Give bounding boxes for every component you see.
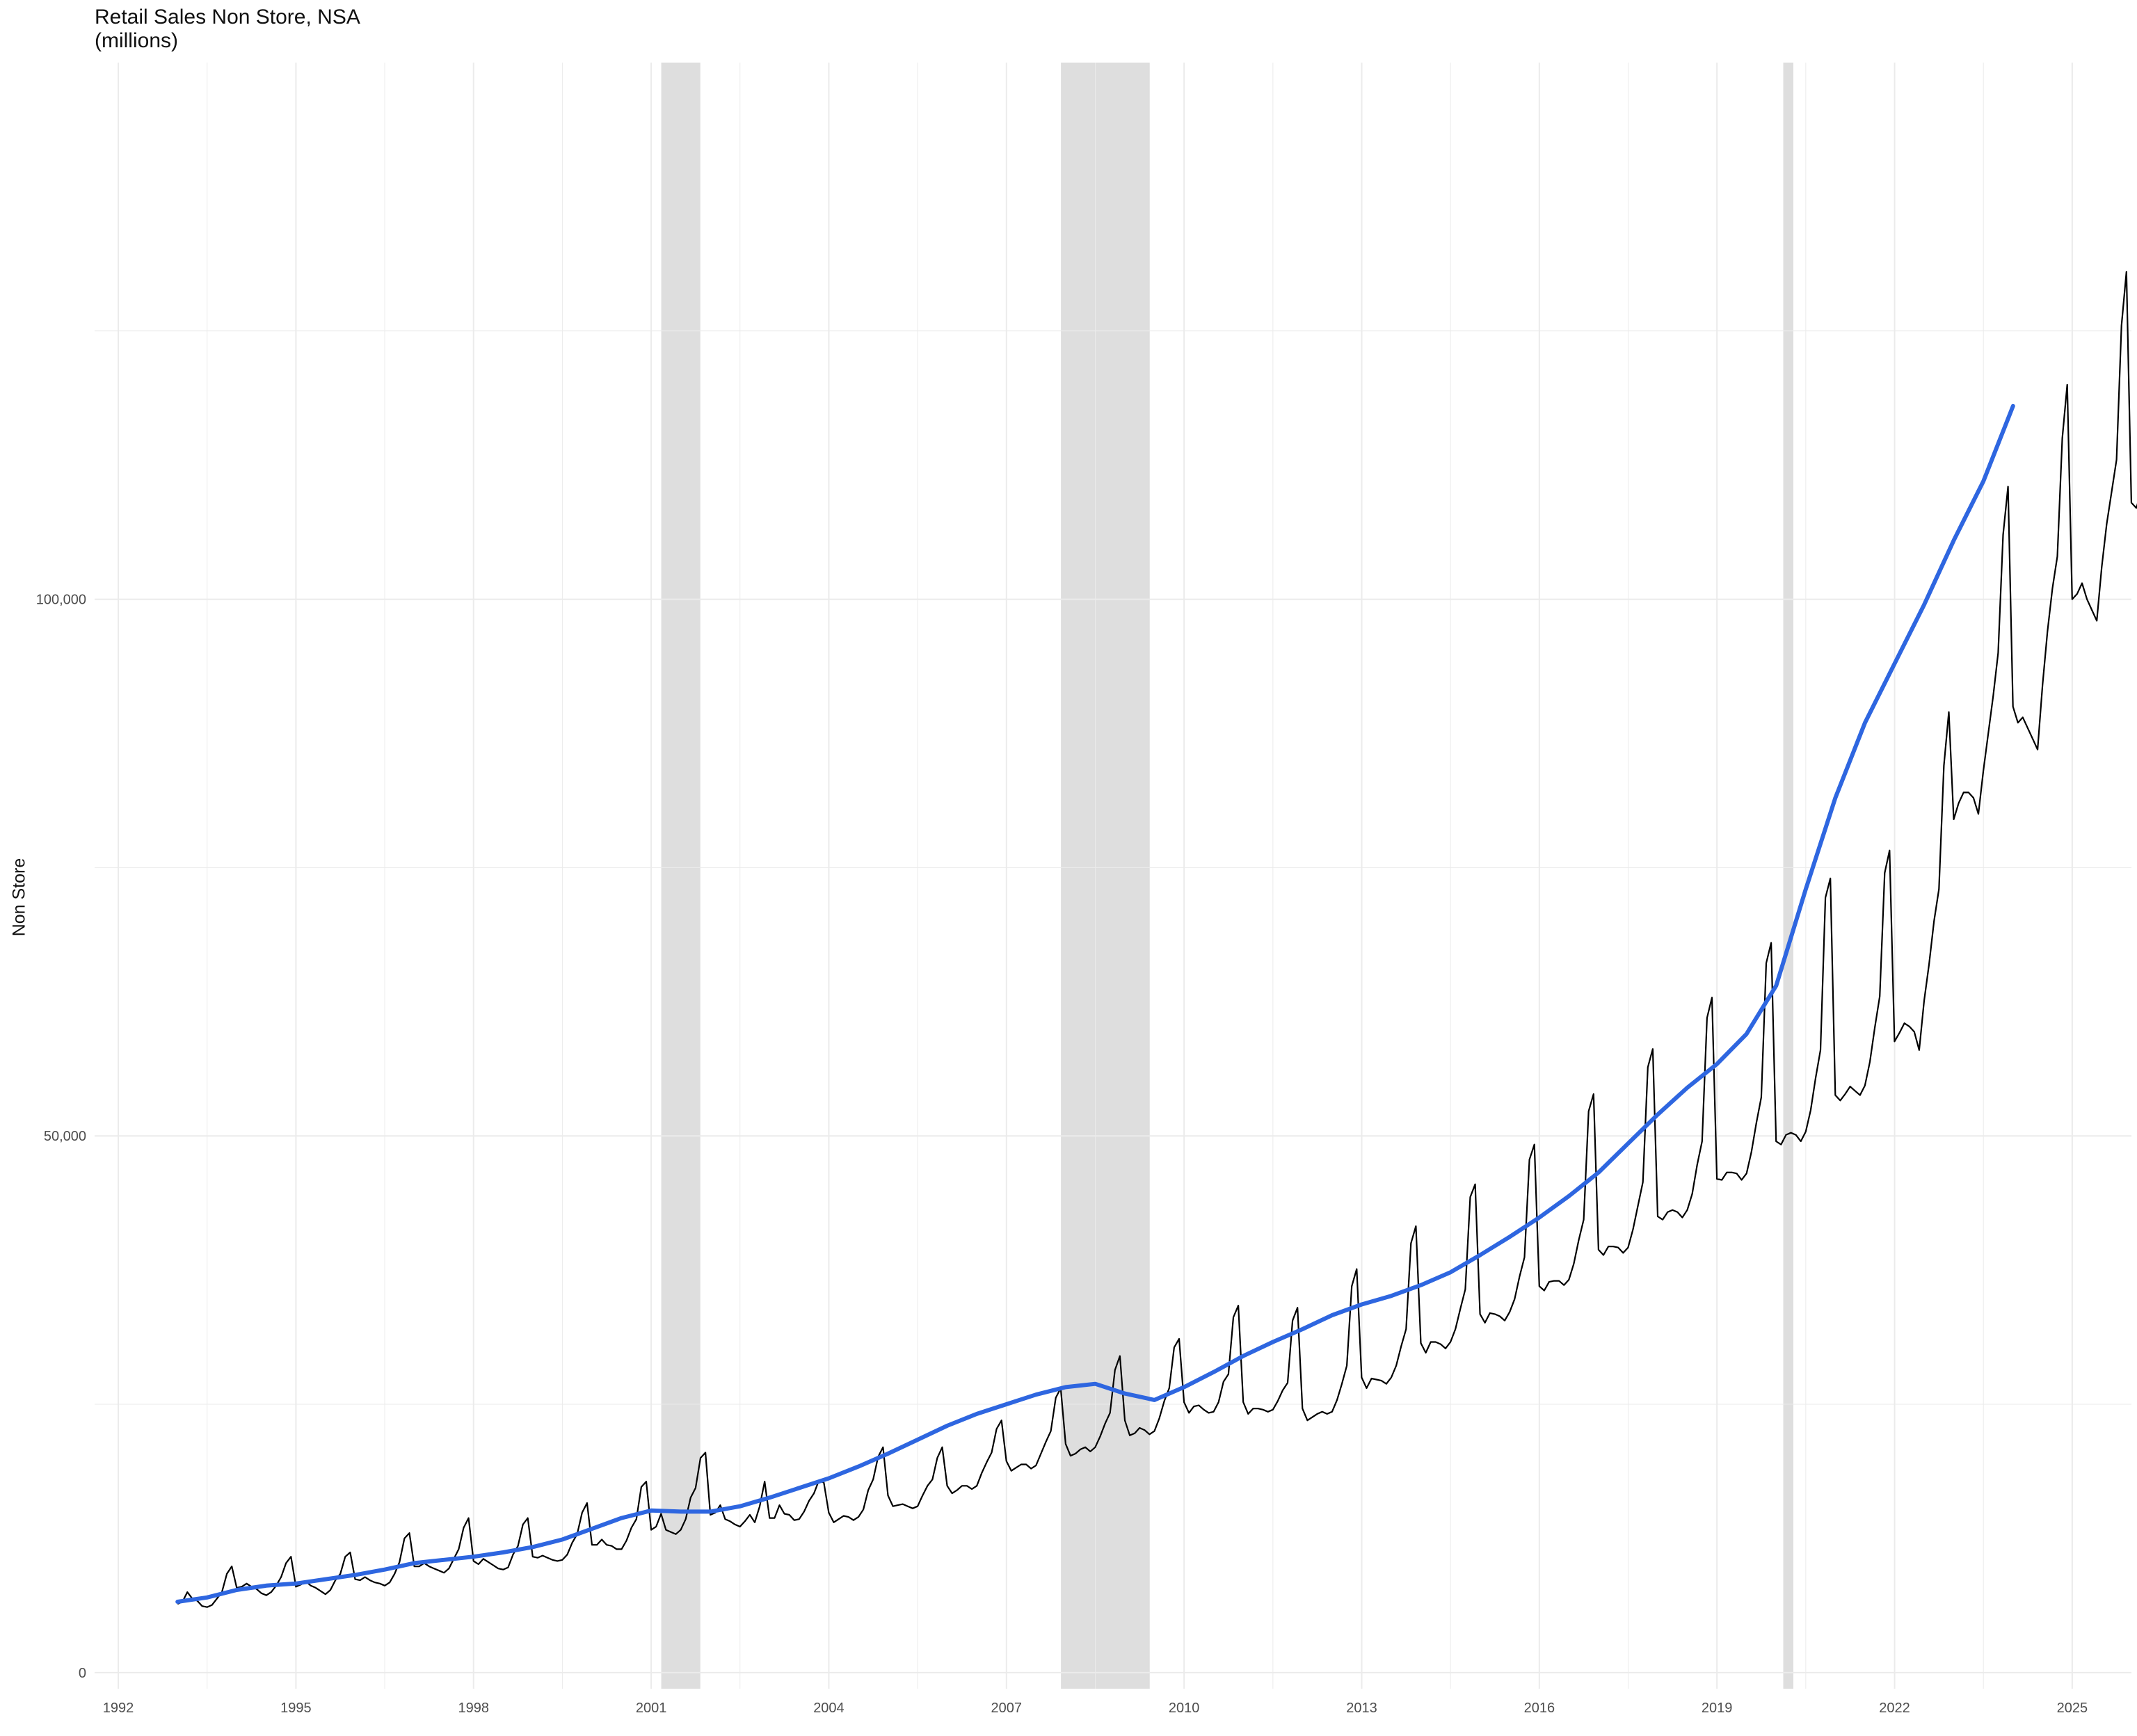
grid — [95, 63, 2131, 1689]
x-tick-label: 2013 — [1346, 1701, 1377, 1716]
x-tick-label: 2022 — [1879, 1701, 1910, 1716]
y-axis: 0 50,000 100,000 — [36, 593, 86, 1681]
recession-band-1 — [661, 63, 701, 1689]
recession-bands — [661, 63, 1793, 1689]
chart-title-main: Retail Sales Non Store, NSA — [95, 6, 360, 29]
x-tick-label: 2019 — [1702, 1701, 1733, 1716]
y-tick-label: 0 — [79, 1666, 86, 1681]
chart-subtitle: (millions) — [95, 29, 178, 52]
x-tick-label: 2007 — [991, 1701, 1023, 1716]
series-layer — [175, 271, 2137, 1608]
x-tick-label: 2025 — [2057, 1701, 2088, 1716]
x-tick-label: 2016 — [1524, 1701, 1555, 1716]
recession-band-2 — [1061, 63, 1150, 1689]
x-tick-label: 2010 — [1169, 1701, 1200, 1716]
x-tick-label: 2001 — [636, 1701, 667, 1716]
x-tick-label: 1992 — [103, 1701, 134, 1716]
y-tick-label: 100,000 — [36, 593, 86, 608]
recession-band-3 — [1783, 63, 1793, 1689]
x-tick-label: 1998 — [458, 1701, 489, 1716]
x-tick-label: 1995 — [280, 1701, 312, 1716]
series-line-trend — [175, 403, 2015, 1604]
chart-title: Retail Sales Non Store, NSA (millions) — [95, 6, 360, 53]
x-axis: 1992 1995 1998 2001 2004 2007 2010 2013 2016 2019… — [103, 1701, 2088, 1716]
y-tick-label: 50,000 — [44, 1129, 86, 1144]
x-tick-label: 2004 — [813, 1701, 845, 1716]
series-line-monthly — [177, 271, 2137, 1608]
